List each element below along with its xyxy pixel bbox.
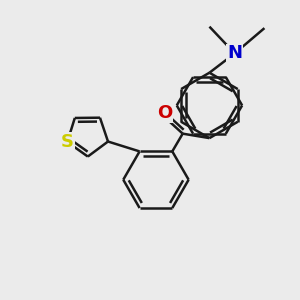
Text: O: O [157,104,172,122]
Text: S: S [61,133,74,151]
Text: N: N [227,44,242,62]
